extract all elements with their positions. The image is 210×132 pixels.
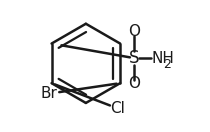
- Text: S: S: [129, 49, 139, 67]
- Text: Cl: Cl: [110, 101, 125, 116]
- Text: O: O: [128, 76, 140, 91]
- Text: O: O: [128, 24, 140, 39]
- Text: NH: NH: [152, 51, 175, 66]
- Text: 2: 2: [163, 58, 171, 70]
- Text: Br: Br: [40, 86, 57, 101]
